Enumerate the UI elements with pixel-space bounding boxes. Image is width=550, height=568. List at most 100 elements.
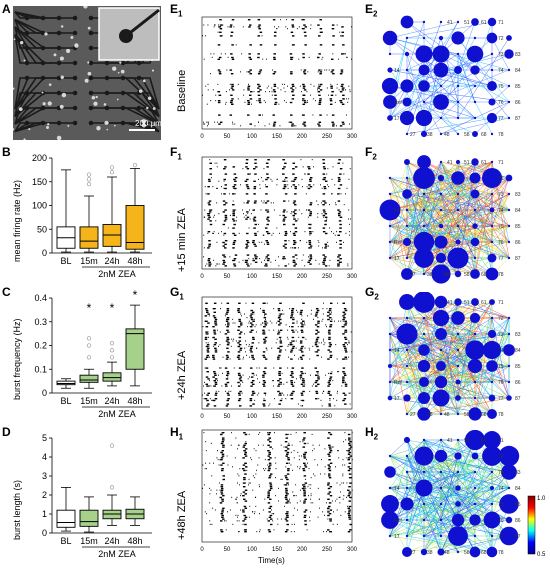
node-label: 51	[464, 160, 470, 166]
network-node	[433, 94, 449, 110]
outlier	[86, 343, 92, 348]
node-label: 68	[481, 550, 487, 556]
node-label: 83	[515, 52, 521, 58]
network-node	[439, 208, 443, 212]
network-node	[415, 109, 433, 127]
node-label: 14	[394, 68, 400, 74]
network-node	[490, 240, 494, 244]
raster-frame	[201, 429, 353, 543]
network-node	[405, 348, 409, 352]
network-node	[507, 100, 511, 104]
node-label: 86	[515, 100, 521, 106]
colorbar-min: 0.5	[537, 552, 546, 558]
network-node	[470, 65, 480, 75]
node-label-group: 41 51 61 71 83 84 85 86 87 14 Ref 17 27 38 48 58 68 78 72 7…	[394, 20, 521, 138]
node-label: 38	[427, 132, 433, 138]
node-label: 75	[498, 84, 504, 90]
node-label: 87	[515, 396, 521, 402]
colorbar-max: 1.0	[537, 496, 546, 502]
panel-label-c: C	[2, 285, 11, 299]
network-node	[434, 295, 448, 309]
y-tick-label: 2	[42, 490, 47, 500]
node-label: 68	[481, 272, 487, 278]
network-node	[455, 379, 461, 385]
node-label-group: 41 51 61 71 83 84 85 86 87 14 Ref 17 27 38 48 58 68 78 72 7…	[394, 438, 521, 556]
network-node	[405, 132, 409, 136]
node-group	[379, 155, 513, 284]
node-label: 75	[498, 502, 504, 508]
network-node	[388, 534, 392, 538]
box-plot-d: 0 1 2 3 4 5 BL 15m 24h 48h 2nM ZEA	[42, 433, 152, 559]
network-node	[490, 68, 494, 72]
node-label: 61	[481, 438, 487, 444]
network-node	[432, 45, 450, 63]
outlier	[86, 181, 92, 187]
node-label: 84	[515, 348, 521, 354]
network-node	[388, 240, 392, 244]
x-tick-label: 250	[322, 274, 333, 280]
node-group	[381, 15, 514, 138]
node-label: 38	[427, 550, 433, 556]
category-label: BL	[60, 256, 71, 266]
network-node	[413, 231, 435, 253]
box	[125, 205, 145, 250]
node-label: 87	[515, 534, 521, 540]
network-node	[388, 316, 392, 320]
network-node	[471, 18, 479, 26]
network-node	[507, 224, 511, 228]
row-label-24h: +24h ZEA	[176, 350, 188, 400]
x-tick-label: 250	[322, 547, 333, 553]
network-node	[433, 62, 449, 78]
network-node	[431, 264, 451, 284]
panel-label-h2: H2	[365, 425, 379, 442]
network-node	[490, 52, 494, 56]
network-node	[405, 256, 409, 260]
network-node	[486, 32, 498, 44]
category-label: 15m	[80, 256, 98, 266]
network-node	[387, 395, 393, 401]
network-node	[490, 160, 494, 164]
node-label: 72	[498, 176, 504, 182]
node-label: 73	[498, 52, 504, 58]
node-label: 85	[515, 84, 521, 90]
network-node	[437, 174, 445, 182]
node-label: 72	[498, 36, 504, 42]
network-node	[499, 526, 519, 546]
network-node	[471, 452, 479, 460]
significance-star: *	[110, 301, 115, 315]
network-node	[473, 486, 477, 490]
category-label: 15m	[80, 536, 98, 546]
network-node	[473, 100, 477, 104]
network-node	[507, 116, 511, 120]
network-node	[455, 395, 461, 401]
network-node	[456, 192, 460, 196]
network-node	[405, 380, 409, 384]
network-node	[454, 66, 462, 74]
network-node	[422, 20, 426, 24]
x-tick-label: 200	[297, 274, 308, 280]
network-node	[387, 67, 393, 73]
node-label: Ref	[394, 380, 402, 386]
y-tick-label: 4	[42, 452, 47, 462]
network-node	[487, 253, 497, 263]
node-label: 38	[427, 412, 433, 418]
network-node	[413, 292, 435, 313]
network-node	[481, 167, 503, 189]
node-label: 27	[410, 272, 416, 278]
x-tick-label: 0	[200, 274, 204, 280]
x-tick-label: 250	[322, 414, 333, 420]
network-node	[402, 189, 412, 199]
network-node	[435, 328, 447, 340]
network-node	[456, 132, 460, 136]
network-node	[418, 80, 430, 92]
node-label: 71	[498, 438, 504, 444]
network-node	[387, 363, 393, 369]
network-node	[485, 267, 499, 281]
network-node	[388, 224, 392, 228]
significance-star: *	[133, 288, 138, 302]
network-node	[469, 546, 481, 558]
y-tick-label: 1	[42, 509, 47, 519]
network-node	[488, 394, 496, 402]
network-node	[401, 268, 413, 280]
network-node	[422, 470, 426, 474]
